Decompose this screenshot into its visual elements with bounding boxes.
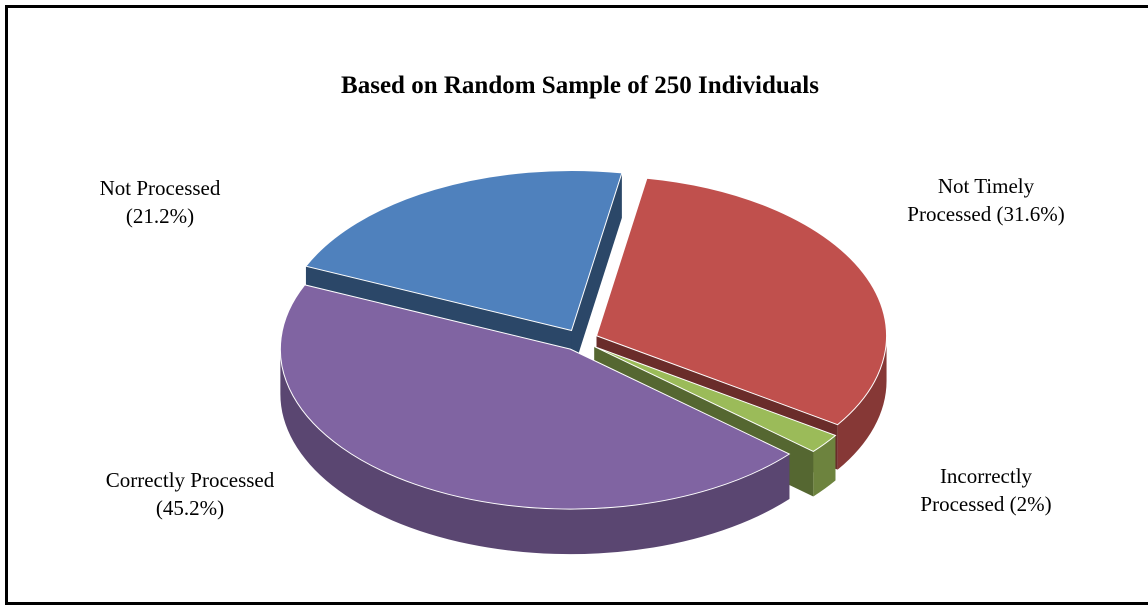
- label-line-2: Processed (31.6%): [907, 202, 1065, 226]
- label-line-1: Correctly Processed: [105, 468, 275, 492]
- chart-title: Based on Random Sample of 250 Individual…: [341, 72, 819, 99]
- label-line-2: (21.2%): [125, 204, 195, 228]
- slice-outer-wall: [813, 435, 836, 497]
- label-not-processed: Not Processed (21.2%): [50, 174, 270, 230]
- slice-outer-wall: [837, 335, 887, 470]
- label-line-2: Processed (2%): [920, 492, 1052, 516]
- label-line-1: Incorrectly: [939, 464, 1033, 488]
- pie-slice-not-processed: [305, 169, 623, 332]
- label-line-2: (45.2%): [155, 496, 225, 520]
- pie-slice-incorrectly-processed: [594, 346, 837, 453]
- pie-slice-not-timely-processed: [595, 177, 888, 426]
- label-line-1: Not Processed: [99, 176, 221, 200]
- label-incorrectly-processed: Incorrectly Processed (2%): [866, 462, 1106, 518]
- slice-outer-wall: [280, 349, 790, 555]
- pie-slice-correctly-processed: [279, 284, 791, 510]
- label-not-timely-processed: Not Timely Processed (31.6%): [866, 172, 1106, 228]
- label-line-1: Not Timely: [937, 174, 1035, 198]
- slice-side-wall: [571, 172, 622, 376]
- label-correctly-processed: Correctly Processed (45.2%): [60, 466, 320, 522]
